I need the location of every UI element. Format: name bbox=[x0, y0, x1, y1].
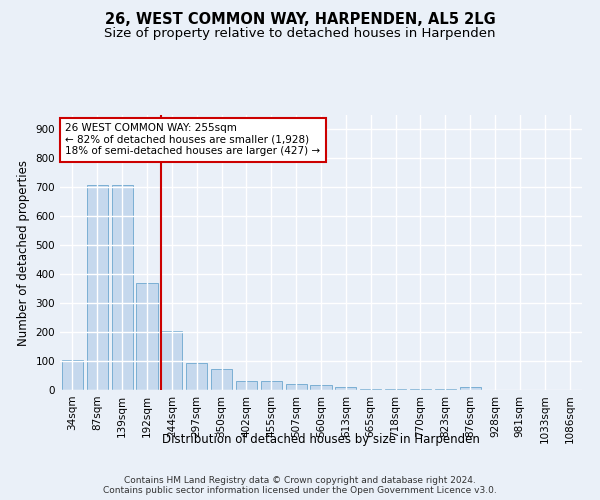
Bar bbox=[112, 186, 133, 390]
Bar bbox=[236, 382, 257, 390]
Bar bbox=[335, 387, 356, 390]
Bar bbox=[136, 283, 158, 390]
Text: 26 WEST COMMON WAY: 255sqm
← 82% of detached houses are smaller (1,928)
18% of s: 26 WEST COMMON WAY: 255sqm ← 82% of deta… bbox=[65, 123, 320, 156]
Bar bbox=[460, 387, 481, 390]
Bar bbox=[186, 362, 207, 390]
Text: Distribution of detached houses by size in Harpenden: Distribution of detached houses by size … bbox=[162, 432, 480, 446]
Bar bbox=[211, 369, 232, 390]
Bar bbox=[385, 389, 406, 390]
Bar bbox=[87, 186, 108, 390]
Y-axis label: Number of detached properties: Number of detached properties bbox=[17, 160, 30, 346]
Bar bbox=[261, 380, 282, 390]
Text: Contains HM Land Registry data © Crown copyright and database right 2024.
Contai: Contains HM Land Registry data © Crown c… bbox=[103, 476, 497, 495]
Text: 26, WEST COMMON WAY, HARPENDEN, AL5 2LG: 26, WEST COMMON WAY, HARPENDEN, AL5 2LG bbox=[104, 12, 496, 28]
Bar bbox=[62, 360, 83, 390]
Bar bbox=[310, 385, 332, 390]
Bar bbox=[286, 384, 307, 390]
Text: Size of property relative to detached houses in Harpenden: Size of property relative to detached ho… bbox=[104, 28, 496, 40]
Bar bbox=[161, 330, 182, 390]
Bar bbox=[435, 388, 456, 390]
Bar bbox=[410, 389, 431, 390]
Bar bbox=[360, 388, 381, 390]
